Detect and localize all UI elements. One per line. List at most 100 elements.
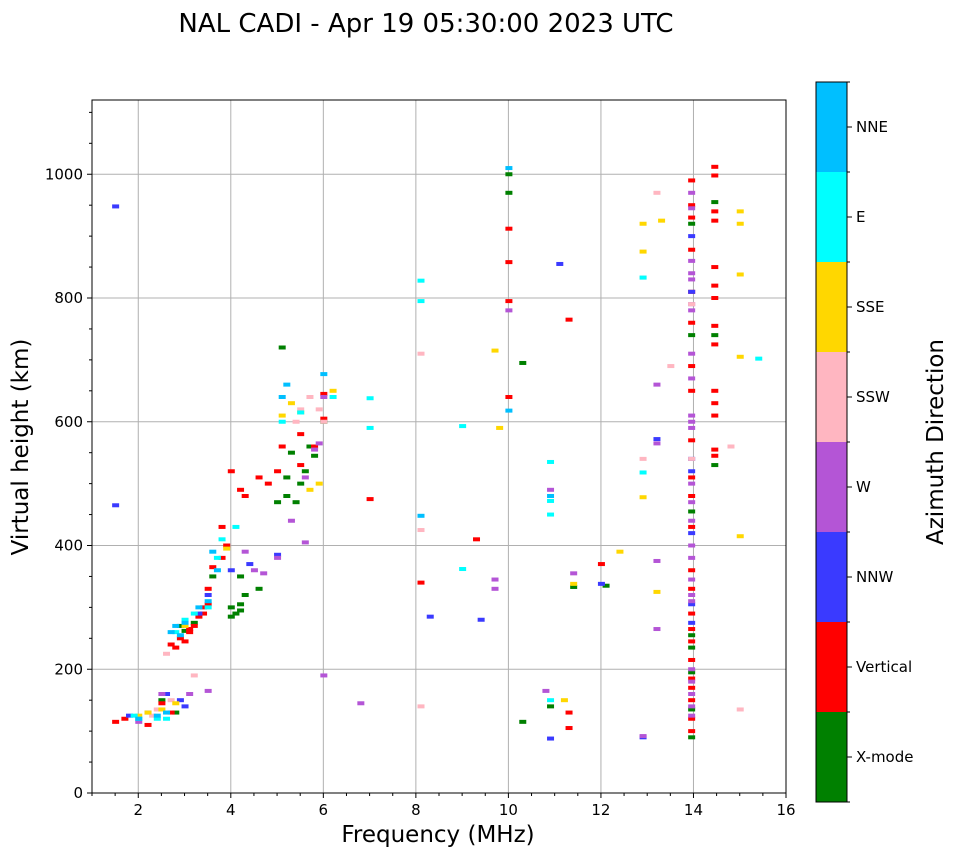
data-point: [688, 289, 696, 294]
data-point: [186, 630, 194, 635]
data-point: [711, 265, 719, 270]
data-point: [688, 679, 696, 684]
data-point: [688, 178, 696, 183]
data-point: [172, 630, 180, 635]
data-point: [505, 172, 513, 177]
data-point: [283, 475, 291, 480]
data-point: [278, 444, 286, 449]
data-point: [547, 704, 555, 709]
data-point: [190, 620, 198, 625]
colorbar-label: E: [856, 208, 865, 226]
data-point: [736, 272, 744, 277]
data-point: [172, 623, 180, 628]
plot-frame: [91, 99, 787, 794]
data-point: [639, 495, 647, 500]
data-point: [366, 396, 374, 401]
colorbar-label: SSW: [856, 388, 890, 406]
data-point: [688, 438, 696, 443]
data-point: [505, 190, 513, 195]
data-point: [688, 481, 696, 486]
data-point: [301, 469, 309, 474]
data-point: [653, 190, 661, 195]
colorbar-label: Vertical: [856, 658, 912, 676]
data-point: [711, 463, 719, 468]
y-axis-label: Virtual height (km): [8, 339, 34, 556]
data-point: [736, 707, 744, 712]
data-point: [112, 719, 120, 724]
data-point: [181, 639, 189, 644]
data-point: [505, 408, 513, 413]
data-point: [144, 722, 152, 727]
data-point: [366, 425, 374, 430]
grid-lines: [92, 100, 786, 793]
data-point: [653, 441, 661, 446]
data-point: [653, 558, 661, 563]
data-point: [274, 555, 282, 560]
data-point: [274, 552, 282, 557]
data-point: [297, 410, 305, 415]
data-point: [547, 459, 555, 464]
data-point: [306, 444, 314, 449]
data-point: [287, 401, 295, 406]
data-point: [556, 261, 564, 266]
data-point: [311, 444, 319, 449]
data-point: [570, 584, 578, 589]
data-point: [688, 376, 696, 381]
data-point: [653, 627, 661, 632]
data-point: [153, 713, 161, 718]
data-point: [218, 555, 226, 560]
data-point: [688, 277, 696, 282]
data-point: [209, 565, 217, 570]
data-point: [547, 698, 555, 703]
y-tick-label: 0: [73, 784, 83, 802]
data-point: [278, 395, 286, 399]
data-point: [167, 642, 175, 647]
data-point: [246, 562, 254, 567]
data-point: [688, 645, 696, 650]
data-point: [688, 413, 696, 418]
data-point: [204, 605, 212, 610]
data-point: [688, 586, 696, 591]
data-point: [711, 200, 719, 205]
data-point: [181, 628, 189, 633]
data-point: [218, 537, 226, 542]
data-point: [209, 549, 217, 554]
data-point: [176, 636, 184, 641]
data-point: [639, 221, 647, 226]
data-point: [560, 698, 568, 703]
data-point: [688, 419, 696, 424]
data-point: [688, 388, 696, 393]
data-point: [639, 456, 647, 461]
data-point: [639, 249, 647, 254]
data-point: [181, 620, 189, 625]
data-point: [213, 568, 221, 573]
data-point: [172, 701, 180, 706]
colorbar-segment: [816, 262, 847, 352]
data-point: [565, 317, 573, 322]
data-point: [688, 670, 696, 675]
data-point: [547, 498, 555, 503]
data-point: [688, 333, 696, 338]
data-point: [255, 475, 263, 480]
data-point: [711, 401, 719, 406]
data-point: [688, 692, 696, 696]
data-point: [287, 518, 295, 523]
colorbar: X-mode Vertical NNW W SSW SSE E NNE: [815, 81, 913, 803]
data-point: [570, 581, 578, 586]
data-point: [167, 710, 175, 715]
data-point: [688, 518, 696, 523]
colorbar-segment: [816, 172, 847, 262]
data-point: [459, 424, 467, 429]
data-point: [653, 589, 661, 594]
data-point: [688, 593, 696, 597]
data-point: [688, 475, 696, 480]
data-point: [135, 716, 143, 721]
x-tick-label: 6: [319, 801, 329, 819]
data-point: [688, 190, 696, 195]
data-point: [264, 481, 272, 486]
data-point: [218, 524, 226, 529]
data-point: [241, 494, 249, 498]
data-point: [688, 247, 696, 252]
y-tick-label: 600: [54, 413, 83, 431]
